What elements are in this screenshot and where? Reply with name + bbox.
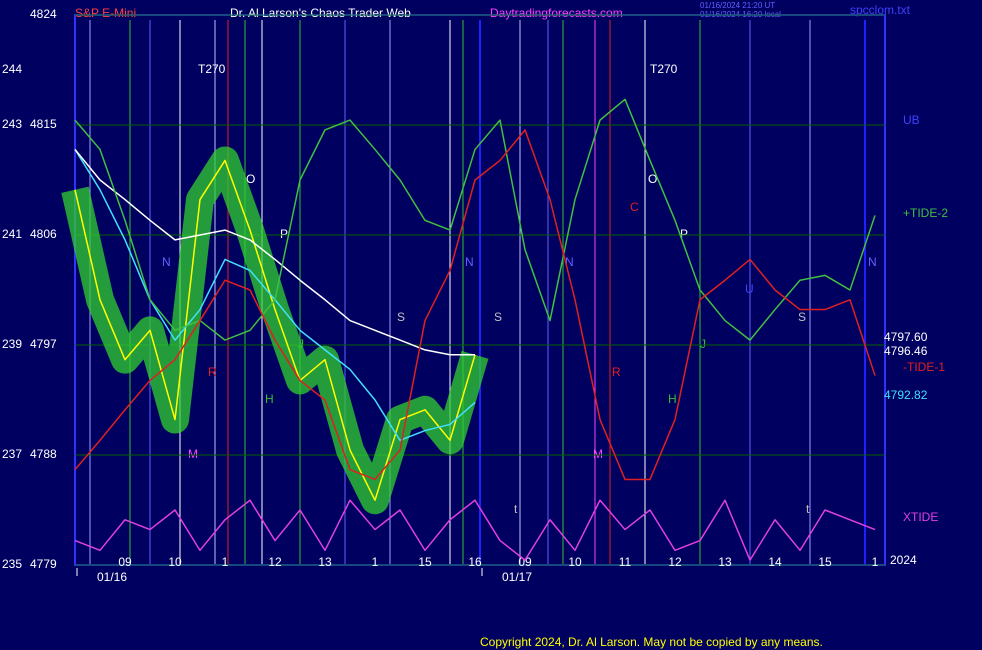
marker: H (668, 392, 677, 406)
x-tick-label: 1 (222, 555, 229, 569)
marker: R (612, 365, 621, 379)
tide-line (74, 129, 876, 481)
x-tick-label: 09 (518, 555, 532, 569)
year: 2024 (890, 553, 917, 567)
marker: S (494, 310, 502, 324)
marker: S (798, 310, 806, 324)
x-tick-label: 13 (318, 555, 332, 569)
x-tick-label: 16 (468, 555, 482, 569)
marker: J (700, 337, 706, 351)
marker: M (593, 447, 603, 461)
x-tick-label: 12 (668, 555, 682, 569)
legend-label: XTIDE (903, 510, 938, 524)
marker: P (680, 227, 688, 241)
date-label: 01/17 (502, 570, 532, 584)
y2-tick-label: 235 (2, 557, 22, 571)
marker: C (630, 200, 639, 214)
marker: t (514, 502, 518, 516)
marker: t (806, 502, 810, 516)
y-tick-label: 4815 (30, 117, 57, 131)
marker: N (162, 255, 171, 269)
tide-line (74, 499, 876, 561)
price-line (74, 148, 475, 356)
x-tick-label: 1 (872, 555, 879, 569)
y-tick-label: 4797 (30, 337, 57, 351)
marker: N (868, 255, 877, 269)
x-tick-label: 11 (619, 555, 632, 569)
site: Daytradingforecasts.com (490, 6, 623, 20)
y-tick-label: 4788 (30, 447, 57, 461)
y-tick-label: 4779 (30, 557, 57, 571)
y-tick-label: 4824 (30, 7, 57, 21)
x-tick-label: 15 (418, 555, 432, 569)
marker: O (246, 172, 255, 186)
marker: N (465, 255, 474, 269)
copyright: Copyright 2024, Dr. Al Larson. May not b… (480, 635, 823, 649)
marker: R (208, 365, 217, 379)
marker: M (188, 447, 198, 461)
x-tick-label: 13 (718, 555, 732, 569)
y-tick-label: 4806 (30, 227, 57, 241)
band-label: UB (903, 113, 920, 127)
x-tick-label: 15 (818, 555, 832, 569)
price-label: 4792.82 (884, 388, 928, 402)
legend-label: -TIDE-1 (903, 360, 945, 374)
price-line (74, 159, 476, 501)
file-name: spcclom.txt (850, 3, 911, 17)
y2-tick-label: 244 (2, 62, 22, 76)
marker: S (397, 310, 405, 324)
price-label: 4796.46 (884, 344, 928, 358)
marker: P (280, 227, 288, 241)
price-label: 4797.60 (884, 330, 928, 344)
legend-label: +TIDE-2 (903, 206, 948, 220)
x-tick-label: 12 (268, 555, 282, 569)
y2-tick-label: 239 (2, 337, 22, 351)
symbol: S&P E-Mini (75, 6, 136, 20)
marker: T270 (198, 62, 226, 76)
y2-tick-label: 237 (2, 447, 22, 461)
x-tick-label: 14 (768, 555, 782, 569)
markers: T270 T270 N N N N S S S O O P P C R R M … (162, 62, 877, 516)
chart-title: Dr. Al Larson's Chaos Trader Web (230, 6, 411, 20)
tide-line (74, 98, 876, 341)
x-tick-label: 10 (568, 555, 582, 569)
x-tick-label: 10 (168, 555, 182, 569)
x-tick-label: 09 (118, 555, 132, 569)
marker: U (745, 282, 754, 296)
y2-tick-label: 241 (2, 227, 22, 241)
marker: H (265, 392, 274, 406)
x-tick-label: 1 (372, 555, 379, 569)
marker: T270 (650, 62, 678, 76)
date-label: 01/16 (97, 570, 127, 584)
timestamp: 01/16/2024 21:20 UT (700, 1, 775, 10)
marker: O (648, 172, 657, 186)
marker: N (565, 255, 574, 269)
y2-tick-label: 243 (2, 117, 22, 131)
